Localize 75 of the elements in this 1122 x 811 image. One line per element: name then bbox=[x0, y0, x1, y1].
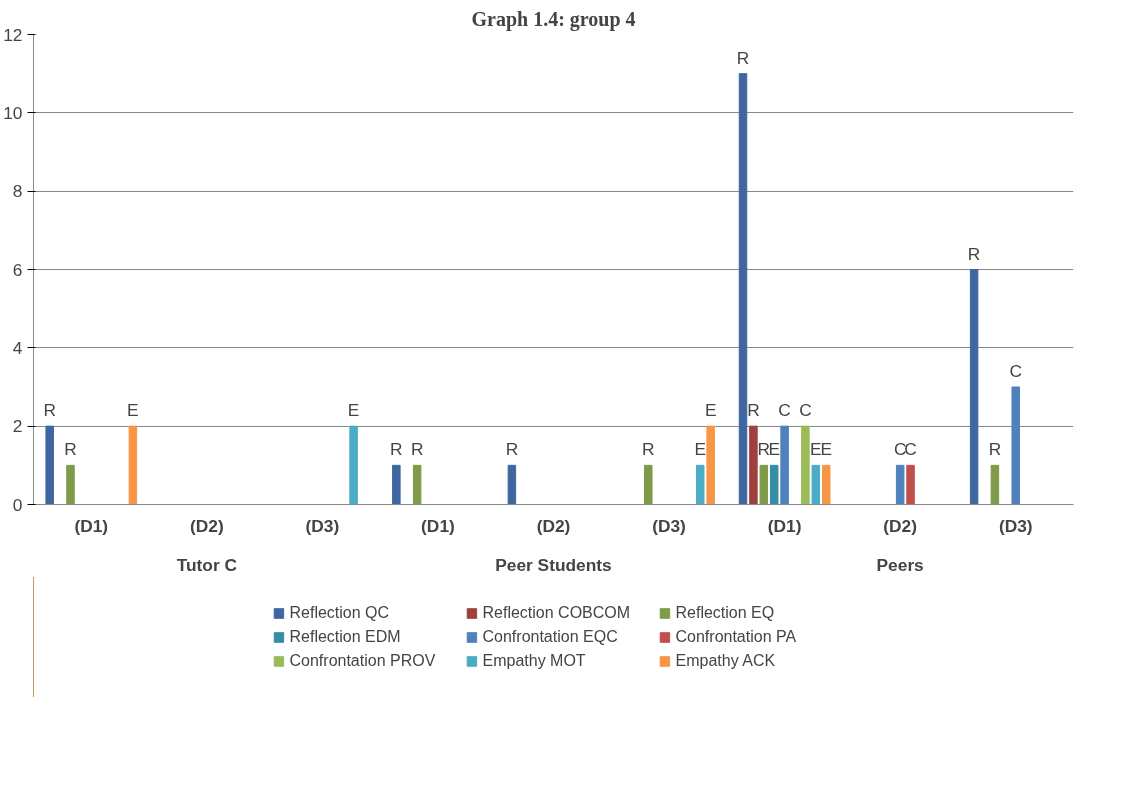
x-tick-label: (D2) bbox=[883, 515, 918, 536]
x-tick-label: (D3) bbox=[998, 515, 1033, 536]
x-tick-label: (D3) bbox=[305, 515, 340, 536]
data-label: C bbox=[778, 400, 791, 421]
text: Peers bbox=[876, 554, 924, 575]
legend-label: Confrontation PROV bbox=[289, 652, 437, 670]
data-label: E bbox=[768, 439, 780, 460]
data-label: C bbox=[904, 439, 917, 460]
data-label: R bbox=[410, 439, 424, 460]
data-label: R bbox=[64, 439, 77, 460]
y-tick-label: 6 bbox=[12, 259, 23, 280]
bar bbox=[990, 464, 1000, 505]
bar bbox=[128, 425, 138, 505]
bar bbox=[969, 269, 979, 505]
data-label: C bbox=[893, 439, 907, 460]
data-label: R bbox=[967, 243, 981, 264]
bar bbox=[706, 425, 715, 505]
data-label: R bbox=[642, 439, 655, 460]
bar bbox=[749, 425, 758, 505]
y-tick-label: 8 bbox=[12, 181, 23, 202]
bar bbox=[696, 464, 705, 505]
data-label: E bbox=[810, 439, 822, 460]
bar bbox=[895, 464, 905, 505]
y-tick-label: 10 bbox=[3, 102, 23, 123]
bar bbox=[801, 425, 810, 505]
bar bbox=[644, 464, 653, 505]
chart-title: Graph 1.4: group 4 bbox=[471, 7, 636, 31]
bar bbox=[66, 464, 75, 505]
data-label: E bbox=[694, 439, 707, 460]
y-tick-label: 4 bbox=[12, 337, 23, 358]
data-label: E bbox=[704, 400, 717, 421]
data-label: R bbox=[988, 439, 1002, 460]
x-tick-label: (D1) bbox=[421, 515, 455, 536]
legend-label: Reflection EDM bbox=[289, 628, 402, 646]
data-label: E bbox=[820, 439, 832, 460]
y-tick-label: 0 bbox=[12, 494, 23, 515]
data-label: C bbox=[1009, 361, 1022, 381]
bar bbox=[349, 425, 358, 505]
data-label: R bbox=[757, 439, 771, 460]
bar bbox=[738, 73, 748, 505]
bar bbox=[392, 464, 401, 505]
data-label: R bbox=[736, 47, 750, 68]
legend-label: Confrontation EQC bbox=[482, 628, 619, 646]
legend-label: Reflection QC bbox=[289, 604, 391, 622]
data-label: E bbox=[127, 400, 139, 421]
text: Tutor C bbox=[176, 554, 238, 575]
bar bbox=[769, 464, 779, 505]
bar bbox=[507, 464, 517, 505]
bar bbox=[1011, 386, 1020, 505]
bar bbox=[412, 464, 422, 505]
y-tick-label: 2 bbox=[12, 416, 23, 437]
x-tick-label: (D3) bbox=[652, 515, 686, 536]
data-label: R bbox=[43, 400, 56, 421]
data-label: R bbox=[505, 439, 519, 460]
bar bbox=[759, 464, 769, 505]
bar bbox=[906, 464, 915, 505]
legend-label: Empathy ACK bbox=[675, 652, 777, 670]
x-tick-label: (D1) bbox=[74, 515, 109, 536]
data-label: C bbox=[799, 400, 812, 421]
bar bbox=[821, 464, 831, 505]
bar bbox=[811, 464, 821, 505]
text: Peer Students bbox=[495, 554, 612, 575]
bar bbox=[780, 425, 789, 505]
data-label: E bbox=[347, 400, 360, 421]
legend-label: Reflection COBCOM bbox=[482, 604, 632, 622]
bar bbox=[45, 425, 54, 505]
data-label: R bbox=[390, 439, 403, 460]
legend-label: Empathy MOT bbox=[482, 652, 587, 670]
x-tick-label: (D2) bbox=[189, 515, 224, 536]
legend-label: Reflection EQ bbox=[675, 604, 776, 622]
x-tick-label: (D2) bbox=[536, 515, 571, 536]
y-tick-label: 12 bbox=[3, 24, 23, 45]
legend-label: Confrontation PA bbox=[675, 628, 798, 646]
x-tick-label: (D1) bbox=[767, 515, 802, 536]
data-label: R bbox=[747, 400, 760, 421]
